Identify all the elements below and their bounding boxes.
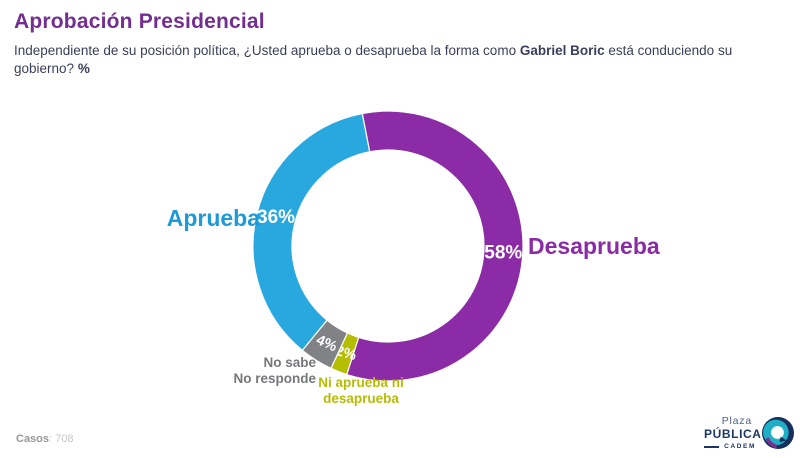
question-bold-name: Gabriel Boric	[519, 43, 605, 58]
label-no-sabe-line1: No sabe	[263, 355, 316, 370]
plaza-publica-cadem-bubble-icon	[762, 416, 794, 449]
question-bold-percent: %	[77, 60, 90, 76]
plaza-publica-cadem-logo: Plaza PÚBLICA CADEM	[704, 415, 794, 450]
label-desaprueba: Desaprueba	[528, 233, 660, 259]
label-no-sabe-line2: No responde	[233, 371, 316, 386]
question-text: Independiente de su posición política, ¿…	[14, 42, 746, 77]
logo-text: Plaza PÚBLICA CADEM	[704, 415, 762, 450]
question-part-2: está conduciendo su gobierno?	[14, 43, 733, 76]
page-title: Aprobación Presidencial	[14, 10, 265, 33]
donut-slice-desaprueba	[345, 110, 524, 382]
logo-line-plaza: Plaza	[721, 415, 752, 427]
slice-pct-label: 36%	[257, 207, 295, 228]
logo-line-cadem: CADEM	[724, 443, 756, 450]
question-part-1: Independiente de su posición política, ¿…	[14, 43, 520, 58]
label-ni-line1: Ni aprueba ni	[318, 375, 404, 390]
donut-slice-aprueba	[252, 112, 371, 352]
label-no-sabe-no-responde: No sabe No responde	[116, 355, 316, 387]
slice-pct-label: 58%	[484, 242, 522, 263]
logo-cadem-row: CADEM	[704, 443, 756, 450]
cases-count: Casos: 708	[16, 433, 74, 445]
label-ni-aprueba-ni-desaprueba: Ni aprueba ni desaprueba	[285, 375, 437, 407]
label-aprueba: Aprueba	[166, 205, 260, 231]
logo-dash	[704, 445, 719, 448]
slice-pct-label: 4%	[314, 332, 340, 355]
cases-label: Casos	[16, 433, 50, 445]
cases-value: : 708	[49, 433, 74, 445]
label-ni-line2: desaprueba	[323, 391, 399, 406]
logo-line-publica: PÚBLICA	[704, 427, 762, 441]
